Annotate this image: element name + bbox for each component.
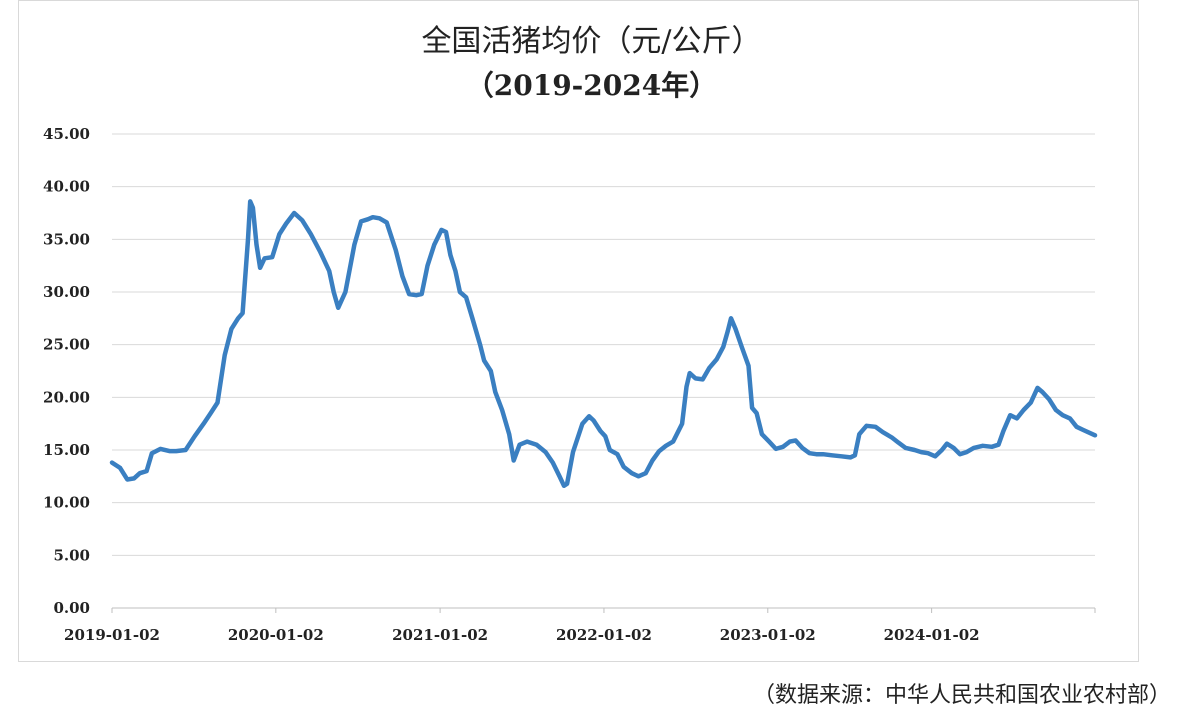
chart-frame	[18, 0, 1139, 662]
y-tick-label: 30.00	[43, 283, 90, 301]
x-tick-label: 2020-01-02	[228, 626, 324, 644]
x-tick-label: 2019-01-02	[64, 626, 160, 644]
plot-area	[109, 199, 1098, 489]
y-tick-label: 25.00	[43, 336, 90, 354]
x-tick-label: 2023-01-02	[720, 626, 816, 644]
y-tick-label: 5.00	[53, 546, 90, 564]
x-tick-label: 2022-01-02	[556, 626, 652, 644]
x-tick-label: 2024-01-02	[884, 626, 980, 644]
series-line-0	[109, 199, 1098, 489]
y-tick-label: 40.00	[43, 178, 90, 196]
x-axis: 2019-01-02 2020-01-02 2021-01-02 2022-01-02…	[64, 608, 1096, 644]
y-tick-label: 10.00	[43, 494, 90, 512]
y-tick-label: 15.00	[43, 441, 90, 459]
y-tick-label: 45.00	[43, 125, 90, 143]
y-tick-label: 20.00	[43, 388, 90, 406]
source-note: （数据来源：中华人民共和国农业农村部）	[752, 683, 1171, 708]
gridlines	[112, 133, 1095, 609]
chart-title: 全国活猪均价（元/公斤）	[421, 24, 762, 59]
y-tick-label: 35.00	[43, 230, 90, 248]
y-axis: 0.00 5.00 10.00 15.00 20.00 25.00 30.00 35.00 40…	[43, 125, 90, 617]
y-tick-label: 0.00	[53, 599, 90, 617]
x-tick-label: 2021-01-02	[392, 626, 488, 644]
chart-subtitle: （2019-2024年）	[465, 69, 718, 102]
